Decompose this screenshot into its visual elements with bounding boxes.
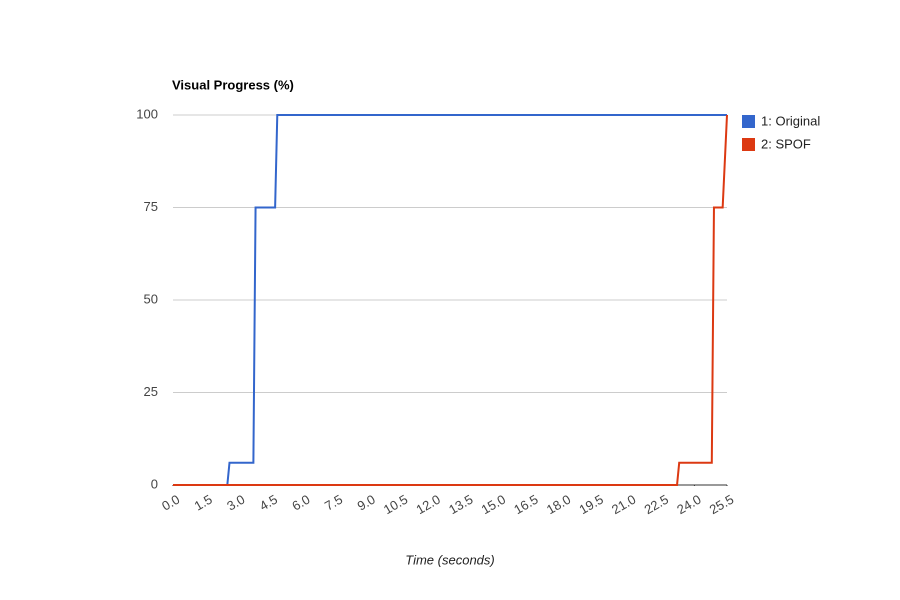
y-tick-label: 100	[136, 106, 158, 121]
chart-title: Visual Progress (%)	[172, 77, 294, 92]
y-tick-label: 25	[144, 384, 158, 399]
series-line	[173, 114, 728, 486]
x-axis-title: Time (seconds)	[405, 552, 494, 567]
y-tick-label: 75	[144, 199, 158, 214]
legend-label: 1: Original	[761, 113, 820, 128]
y-tick-label: 0	[151, 476, 158, 491]
legend-label: 2: SPOF	[761, 136, 811, 151]
legend-swatch	[742, 115, 755, 128]
y-tick-label: 50	[144, 291, 158, 306]
legend-swatch	[742, 138, 755, 151]
series-line	[173, 114, 727, 486]
